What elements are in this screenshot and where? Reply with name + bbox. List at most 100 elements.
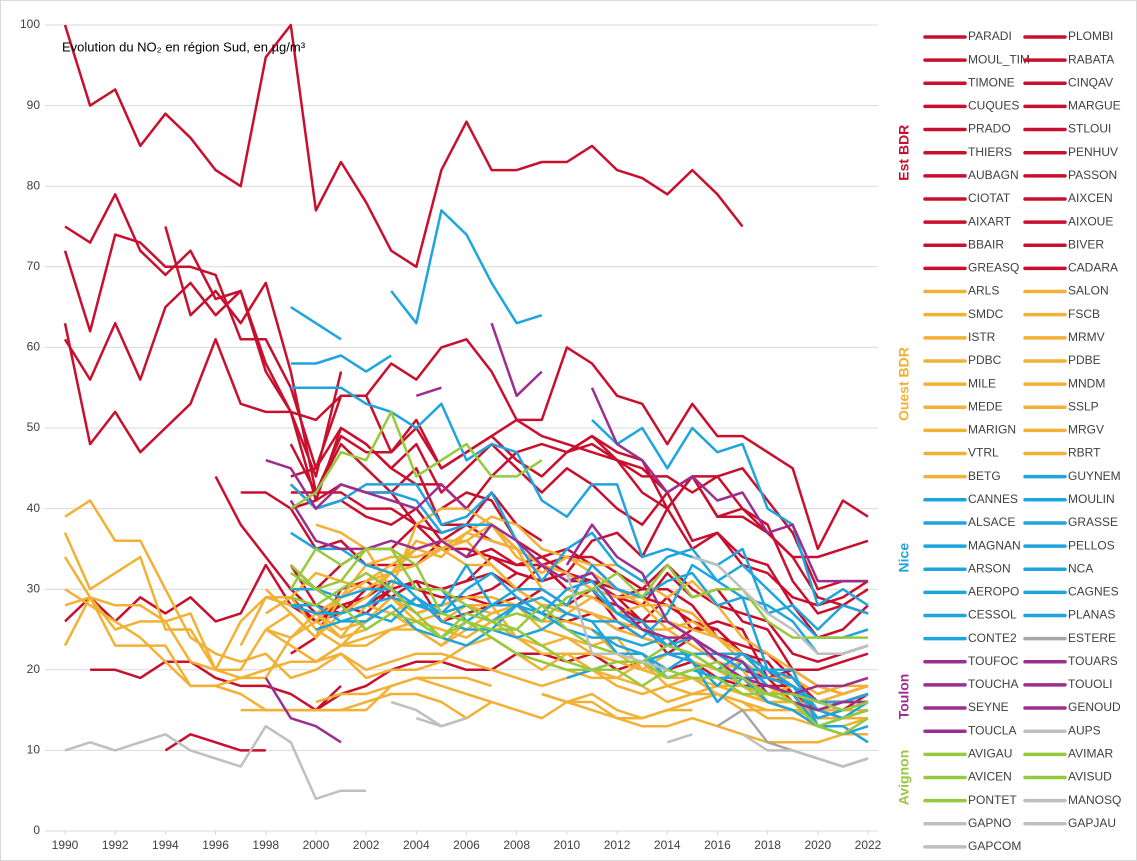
legend-label: PONTET bbox=[968, 793, 1017, 807]
legend-label: MARGUE bbox=[1068, 99, 1121, 113]
legend-label: CANNES bbox=[968, 492, 1018, 506]
x-tick-label: 2002 bbox=[353, 838, 380, 852]
legend-label: GENOUD bbox=[1068, 700, 1121, 714]
legend-label: MOULIN bbox=[1068, 492, 1115, 506]
x-tick-label: 2016 bbox=[704, 838, 731, 852]
legend-label: GREASQ bbox=[968, 261, 1019, 275]
series-line bbox=[289, 426, 869, 615]
x-tick-label: 2012 bbox=[604, 838, 631, 852]
x-tick-label: 2020 bbox=[804, 838, 831, 852]
series-line bbox=[415, 386, 442, 397]
legend-label: TOUCHA bbox=[968, 677, 1018, 691]
y-tick-label: 50 bbox=[27, 420, 41, 434]
y-tick-label: 20 bbox=[27, 662, 41, 676]
legend-label: ARLS bbox=[968, 284, 999, 298]
series-line bbox=[666, 652, 869, 720]
y-tick-label: 10 bbox=[27, 743, 41, 757]
legend-label: ISTR bbox=[968, 330, 996, 344]
series-line bbox=[164, 733, 266, 752]
legend-label: RBRT bbox=[1068, 446, 1101, 460]
y-tick-label: 60 bbox=[27, 340, 41, 354]
series-line bbox=[290, 209, 543, 341]
legend-label: RABATA bbox=[1068, 52, 1114, 66]
series-line bbox=[264, 677, 342, 744]
legend-label: PRADO bbox=[968, 122, 1011, 136]
legend-label: CUQUES bbox=[968, 99, 1019, 113]
legend-label: AVIGAU bbox=[968, 747, 1012, 761]
legend-label: GAPJAU bbox=[1068, 816, 1116, 830]
legend-label: MILE bbox=[968, 376, 996, 390]
legend-label: GRASSE bbox=[1068, 515, 1118, 529]
legend-label: GUYNEM bbox=[1068, 469, 1121, 483]
legend-label: STLOUI bbox=[1068, 122, 1111, 136]
legend-label: AVISUD bbox=[1068, 770, 1112, 784]
series-line bbox=[315, 604, 869, 728]
lines bbox=[63, 23, 869, 801]
legend-label: MOUL_TIM bbox=[968, 52, 1030, 66]
series-line bbox=[290, 547, 869, 712]
series-line bbox=[415, 555, 869, 728]
series-line bbox=[64, 724, 367, 801]
legend-label: TOUCLA bbox=[968, 723, 1016, 737]
legend-label: MNDM bbox=[1068, 376, 1105, 390]
legend-group-label: Nice bbox=[896, 543, 912, 573]
x-tick-label: 1992 bbox=[102, 838, 129, 852]
series-line bbox=[290, 410, 543, 510]
legend-label: ARSON bbox=[968, 561, 1011, 575]
series-line bbox=[240, 676, 693, 720]
x-tick-label: 2008 bbox=[503, 838, 530, 852]
legend-label: CONTE2 bbox=[968, 631, 1017, 645]
legend-label: MRGV bbox=[1068, 423, 1104, 437]
legend-group-label: Ouest BDR bbox=[896, 347, 912, 421]
y-tick-label: 100 bbox=[20, 17, 40, 31]
legend-group-label: Toulon bbox=[896, 674, 912, 720]
legend-label: AIXART bbox=[968, 214, 1012, 228]
legend-label: ESTERE bbox=[1068, 631, 1116, 645]
legend-label: MAGNAN bbox=[968, 538, 1021, 552]
y-tick-label: 40 bbox=[27, 501, 41, 515]
legend-label: CINQAV bbox=[1068, 75, 1113, 89]
legend-label: ALSACE bbox=[968, 515, 1015, 529]
legend-label: PDBC bbox=[968, 353, 1002, 367]
legend-label: THIERS bbox=[968, 145, 1012, 159]
y-tick-label: 70 bbox=[27, 259, 41, 273]
legend-label: SSLP bbox=[1068, 399, 1099, 413]
legend-label: SMDC bbox=[968, 307, 1004, 321]
series-line bbox=[290, 426, 869, 639]
legend-label: PELLOS bbox=[1068, 538, 1115, 552]
legend-label: AVIMAR bbox=[1068, 747, 1113, 761]
legend-label: AVICEN bbox=[968, 770, 1012, 784]
legend-label: PDBE bbox=[1068, 353, 1101, 367]
series-line bbox=[315, 676, 768, 720]
x-tick-label: 1994 bbox=[152, 838, 179, 852]
series-line bbox=[490, 322, 543, 398]
series-line bbox=[63, 233, 869, 551]
x-tick-label: 2000 bbox=[303, 838, 330, 852]
y-tick-label: 0 bbox=[33, 823, 40, 837]
legend-label: AEROPO bbox=[968, 585, 1019, 599]
x-tick-label: 1990 bbox=[52, 838, 79, 852]
series-line bbox=[265, 459, 468, 510]
x-tick-label: 2010 bbox=[554, 838, 581, 852]
chart-title: Evolution du NO₂ en région Sud, en µg/m³ bbox=[62, 39, 306, 54]
legend-label: PASSON bbox=[1068, 168, 1117, 182]
legend-label: AUPS bbox=[1068, 723, 1101, 737]
legend-label: CESSOL bbox=[968, 608, 1017, 622]
legend-label: BBAIR bbox=[968, 237, 1004, 251]
legend-label: MARIGN bbox=[968, 423, 1016, 437]
series-line bbox=[365, 563, 869, 655]
legend-label: MEDE bbox=[968, 399, 1003, 413]
axes: 0 10 20 30 40 50 60 70 80 90 100 1990 1992 1994 1996 19… bbox=[20, 17, 882, 852]
series-line bbox=[289, 483, 869, 639]
legend-label: GAPCOM bbox=[968, 839, 1021, 853]
series-line bbox=[290, 354, 869, 607]
series-line bbox=[566, 442, 869, 615]
series-line bbox=[239, 515, 869, 696]
series-line bbox=[63, 23, 744, 269]
series-line bbox=[289, 564, 869, 736]
legend-label: TIMONE bbox=[968, 75, 1015, 89]
legend-label: CAGNES bbox=[1068, 585, 1119, 599]
series-line bbox=[366, 491, 492, 535]
